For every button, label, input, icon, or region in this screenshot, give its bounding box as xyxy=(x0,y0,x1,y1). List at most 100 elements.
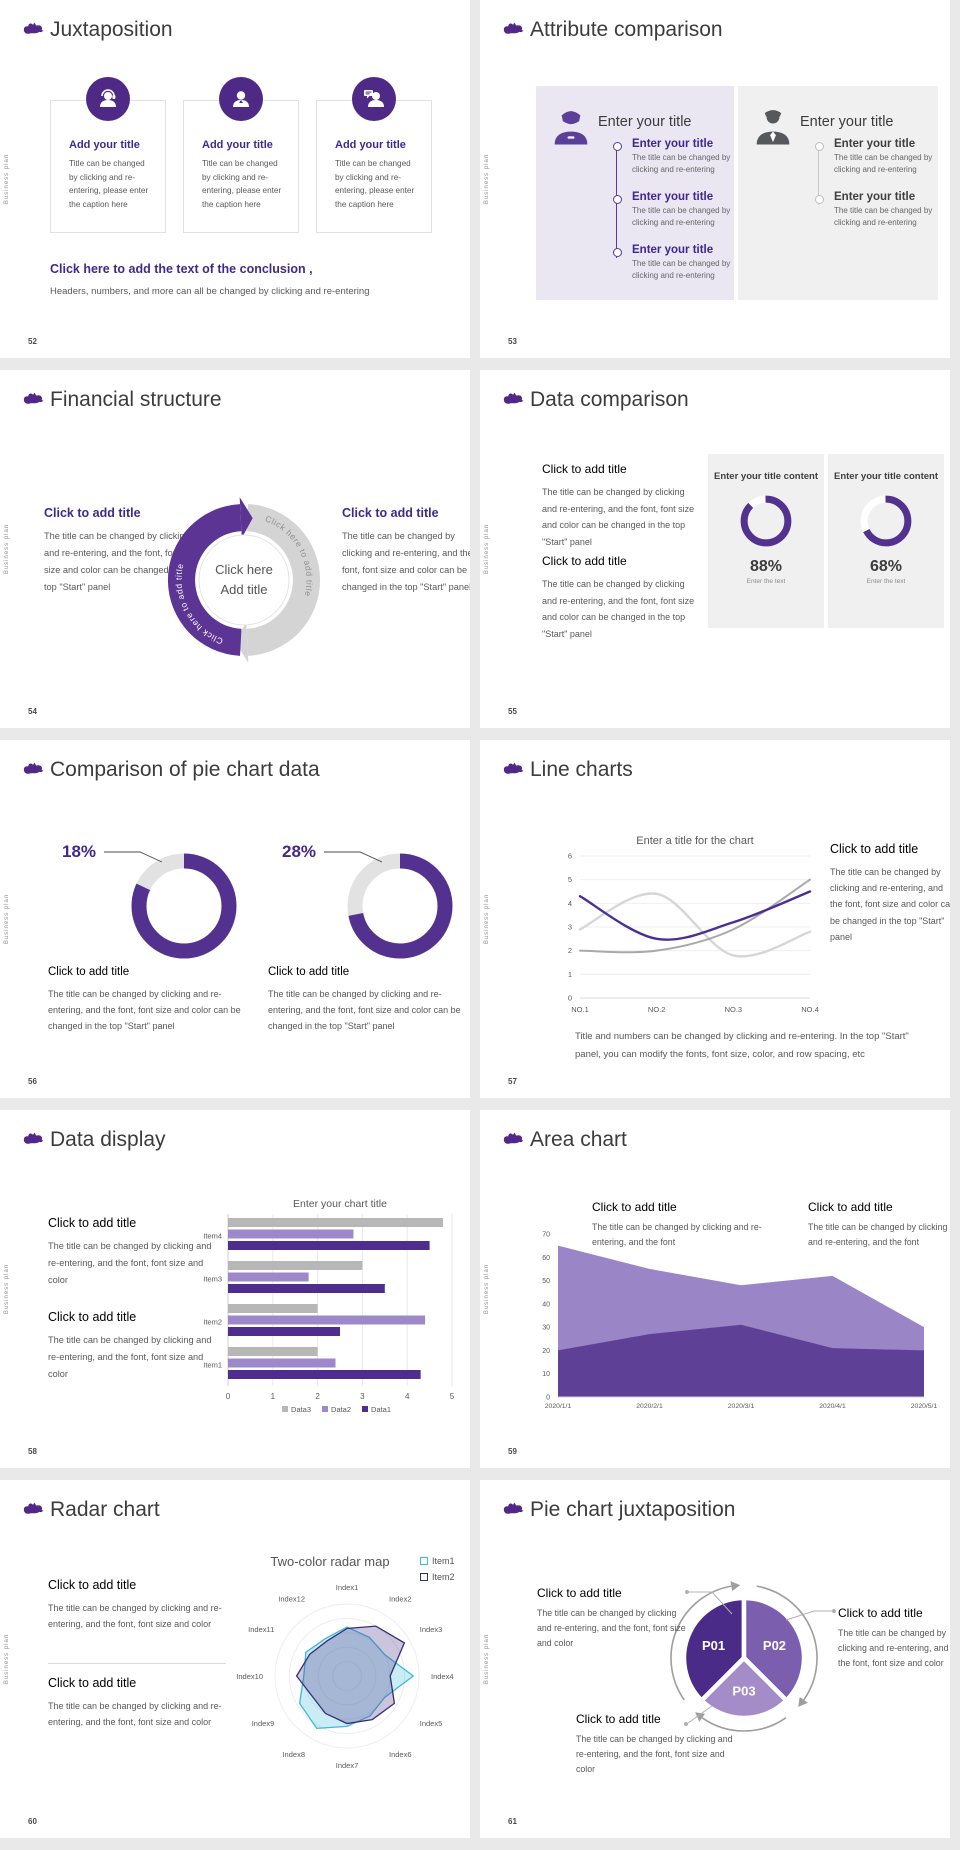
timeline-item: Enter your title The title can be change… xyxy=(834,191,936,229)
svg-text:10: 10 xyxy=(542,1371,550,1378)
block-title: Click to add title xyxy=(44,506,141,520)
page-number: 55 xyxy=(508,707,517,716)
conclusion-body: Headers, numbers, and more can all be ch… xyxy=(50,286,370,297)
svg-text:1: 1 xyxy=(271,1392,276,1401)
svg-text:2020/4/1: 2020/4/1 xyxy=(819,1403,846,1410)
item-title: Enter your title xyxy=(834,191,916,203)
slide-56[interactable]: Business plan 56 Comparison of pie chart… xyxy=(0,740,470,1098)
timeline-node xyxy=(612,195,622,204)
block-body: The title can be changed by clicking and… xyxy=(542,487,695,547)
pie-chart: P01 P02 P03 xyxy=(670,1581,836,1732)
block-title: Click to add title xyxy=(48,1310,137,1324)
svg-text:0: 0 xyxy=(568,994,572,1003)
donut-label-28: 28% xyxy=(282,842,317,861)
vertical-label: Business plan xyxy=(484,523,490,575)
page-number: 54 xyxy=(28,707,37,716)
svg-text:5: 5 xyxy=(450,1392,455,1401)
cycle-center-label: Click here Add title xyxy=(215,562,273,597)
block-body: The title can be changed by clicking and… xyxy=(48,1603,222,1630)
slide-53[interactable]: Business plan 53 Attribute comparison En… xyxy=(480,0,950,358)
text-block: Click to add title The title can be chan… xyxy=(542,554,700,643)
timeline-node xyxy=(814,142,824,151)
slide-61[interactable]: Business plan 61 Pie chart juxtaposition… xyxy=(480,1480,950,1838)
vertical-label: Business plan xyxy=(4,523,10,575)
svg-text:4: 4 xyxy=(405,1392,410,1401)
person-chat-icon xyxy=(352,77,396,121)
slide-60[interactable]: Business plan 60 Radar chart Click to ad… xyxy=(0,1480,470,1838)
slide-57[interactable]: Business plan 57 Line charts Enter a tit… xyxy=(480,740,950,1098)
svg-text:Index5: Index5 xyxy=(420,1719,443,1728)
svg-text:2: 2 xyxy=(315,1392,320,1401)
slide-54[interactable]: Business plan 54 Financial structure Cli… xyxy=(0,370,470,728)
text-block: Click to add title The title can be chan… xyxy=(48,1578,226,1632)
person-icon xyxy=(219,77,263,121)
timeline-item: Enter your title The title can be change… xyxy=(632,191,734,229)
donut-card[interactable]: Enter your title content 88% Enter the t… xyxy=(708,454,824,628)
block-body: The title can be changed by clicking and… xyxy=(268,989,461,1032)
block-body: The title can be changed by clicking and… xyxy=(830,867,950,942)
card-row: Add your title Title can be changed by c… xyxy=(50,77,432,233)
comparison-panel-left[interactable]: Enter your title Enter your title The ti… xyxy=(536,86,734,300)
block-body: The title can be changed by clicking and… xyxy=(576,1734,733,1774)
feature-card[interactable]: Add your title Title can be changed by c… xyxy=(50,77,166,233)
slide-55[interactable]: Business plan 55 Data comparison Click t… xyxy=(480,370,950,728)
item-body: The title can be changed by clicking and… xyxy=(632,153,731,174)
svg-text:4: 4 xyxy=(568,899,572,908)
svg-text:Index7: Index7 xyxy=(336,1761,359,1770)
donut-chart-28 xyxy=(347,853,453,959)
slide-58[interactable]: Business plan 58 Data display Enter your… xyxy=(0,1110,470,1468)
item-body: The title can be changed by clicking and… xyxy=(834,206,933,227)
svg-text:Index11: Index11 xyxy=(248,1625,274,1634)
donut-label-18: 18% xyxy=(62,842,97,861)
block-title: Click to add title xyxy=(592,1200,677,1214)
block-title: Click to add title xyxy=(48,1676,137,1690)
text-block: Click to add title The title can be chan… xyxy=(838,1606,950,1671)
card-header: Enter your title content xyxy=(714,471,818,482)
wildcat-logo-icon xyxy=(23,22,43,34)
card-header: Enter your title content xyxy=(834,471,938,482)
card-body: Title can be changed by clicking and re-… xyxy=(202,159,282,209)
comparison-panel-right[interactable]: Enter your title Enter your title The ti… xyxy=(738,86,938,300)
svg-text:P01: P01 xyxy=(702,1638,725,1653)
block-body: The title can be changed by clicking and… xyxy=(48,1241,212,1286)
vertical-label: Business plan xyxy=(4,153,10,205)
block-title: Click to add title xyxy=(542,554,627,568)
timeline-item: Enter your title The title can be change… xyxy=(632,244,734,282)
donut-card[interactable]: Enter your title content 68% Enter the t… xyxy=(828,454,944,628)
card-title: Add your title xyxy=(202,139,273,151)
feature-card[interactable]: Add your title Title can be changed by c… xyxy=(183,77,299,233)
block-title: Click to add title xyxy=(48,966,130,978)
slide-52[interactable]: Business plan 52 Juxtaposition Add your … xyxy=(0,0,470,358)
block-title: Click to add title xyxy=(542,462,627,476)
donut-chart-18 xyxy=(131,853,237,959)
item-title: Enter your title xyxy=(632,244,714,256)
radar-chart: Index1 Index2 Index3 Index4 Index5 Index6 Inde… xyxy=(236,1583,453,1770)
block-body: The title can be changed by clicking and… xyxy=(592,1222,762,1247)
feature-card[interactable]: Add your title Title can be changed by c… xyxy=(316,77,432,233)
svg-text:2: 2 xyxy=(568,946,572,955)
area-chart: 0 10 20 30 40 50 60 70 2020/1/1 2020/2/1 2020/3/1 2… xyxy=(542,1232,937,1411)
block-title: Click to add title xyxy=(268,966,350,978)
svg-text:2020/1/1: 2020/1/1 xyxy=(545,1403,572,1410)
leader-lines xyxy=(104,851,383,863)
page-number: 57 xyxy=(508,1077,517,1086)
wildcat-logo-icon xyxy=(23,1132,43,1144)
svg-text:2020/3/1: 2020/3/1 xyxy=(728,1403,755,1410)
text-block: Click to add title The title can be chan… xyxy=(576,1712,736,1777)
block-title: Click to add title xyxy=(537,1586,622,1600)
block-body: The title can be changed by clicking and… xyxy=(838,1628,949,1668)
block-title: Click to add title xyxy=(838,1606,923,1620)
svg-text:Index9: Index9 xyxy=(252,1719,275,1728)
card-body: Title can be changed by clicking and re-… xyxy=(335,159,415,209)
slide-title: Attribute comparison xyxy=(530,18,723,41)
slide-59[interactable]: Business plan 59 Area chart Click to add… xyxy=(480,1110,950,1468)
block-title: Click to add title xyxy=(808,1200,893,1214)
wildcat-logo-icon xyxy=(23,1502,43,1514)
legend-item2: Item2 xyxy=(420,1572,455,1582)
svg-text:6: 6 xyxy=(568,852,572,861)
block-body: The title can be changed by clicking and… xyxy=(808,1222,948,1247)
block-body: The title can be changed by clicking and… xyxy=(537,1608,686,1648)
chart-title: Enter your chart title xyxy=(293,1198,387,1210)
